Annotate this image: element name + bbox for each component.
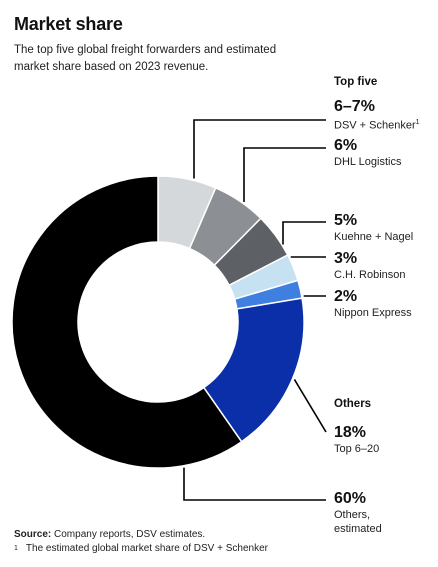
donut-slice-others-estimated bbox=[11, 175, 243, 469]
series-label-kuehne-nagel: Kuehne + Nagel bbox=[334, 231, 414, 243]
footnote-ref: 1 bbox=[415, 119, 420, 126]
series-label-others-estimated: Others, estimated bbox=[334, 509, 382, 535]
series-label-top-6-20: Top 6–20 bbox=[334, 443, 380, 455]
value-label-others-estimated: 60% bbox=[334, 490, 367, 507]
value-label-dhl: 6% bbox=[334, 137, 358, 154]
footnote: 1 The estimated global market share of DS… bbox=[14, 543, 268, 554]
leader-line-top-6-20 bbox=[293, 379, 327, 433]
series-label-dhl: DHL Logistics bbox=[334, 156, 402, 168]
leader-line-others-estimated bbox=[183, 467, 326, 501]
legend-entry-nippon-express: 2% Nippon Express bbox=[334, 288, 412, 320]
value-label-top-6-20: 18% bbox=[334, 424, 367, 441]
group-label-top-five: Top five bbox=[334, 76, 378, 88]
series-label-nippon-express: Nippon Express bbox=[334, 307, 412, 319]
leader-line-dhl bbox=[243, 147, 326, 203]
legend-entry-others-estimated: 60% Others, estimated bbox=[334, 490, 404, 536]
series-label-ch-robinson: C.H. Robinson bbox=[334, 269, 406, 281]
legend-entry-top-6-20: 18% Top 6–20 bbox=[334, 424, 379, 456]
leader-line-dsv-schenker bbox=[193, 119, 326, 179]
chart-subtitle: The top five global freight forwarders a… bbox=[14, 44, 277, 73]
leader-line-kuehne-nagel bbox=[282, 221, 326, 245]
legend-entry-kuehne-nagel: 5% Kuehne + Nagel bbox=[334, 212, 413, 244]
series-label-dsv-schenker: DSV + Schenker1 bbox=[334, 119, 420, 132]
legend-entry-dhl: 6% DHL Logistics bbox=[334, 137, 401, 169]
group-label-others: Others bbox=[334, 398, 372, 410]
source-note: Source: Company reports, DSV estimates. bbox=[14, 529, 206, 540]
legend-entry-dsv-schenker: 6–7% DSV + Schenker1 bbox=[334, 98, 420, 133]
value-label-nippon-express: 2% bbox=[334, 288, 358, 305]
value-label-dsv-schenker: 6–7% bbox=[334, 98, 375, 115]
value-label-kuehne-nagel: 5% bbox=[334, 212, 358, 229]
chart-title: Market share bbox=[14, 14, 123, 34]
legend-entry-ch-robinson: 3% C.H. Robinson bbox=[334, 250, 406, 282]
value-label-ch-robinson: 3% bbox=[334, 250, 358, 267]
